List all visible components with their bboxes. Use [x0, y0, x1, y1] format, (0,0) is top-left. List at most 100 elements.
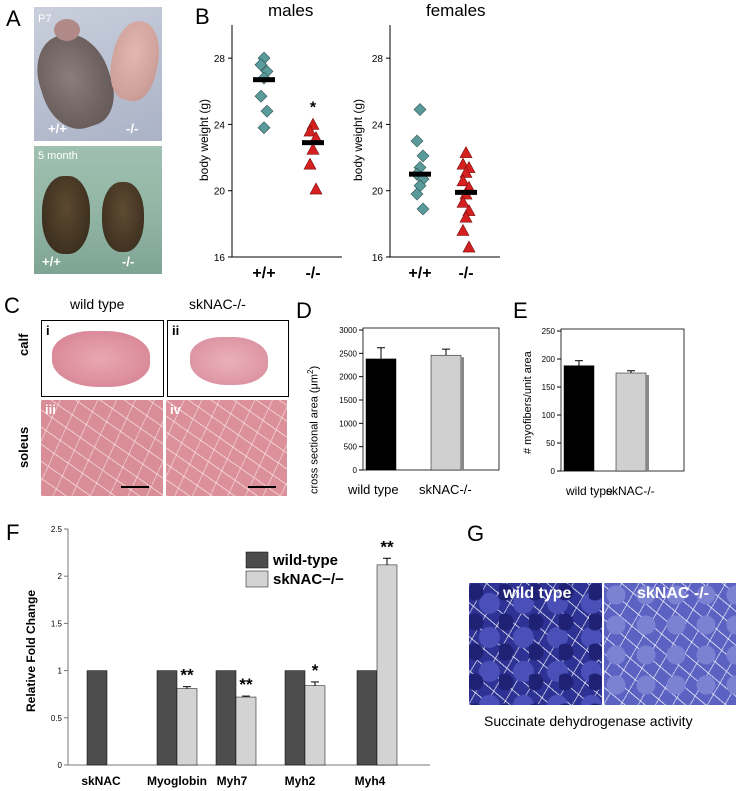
genotype-label-wt: +/+ — [48, 121, 67, 136]
panel-label-g: G — [467, 521, 485, 546]
panel-f-legend-swatch-1 — [245, 570, 269, 588]
panel-d-y-tick-label: 2000 — [339, 373, 357, 382]
panel-e-y-tick-label: 0 — [551, 467, 556, 476]
mean-bar — [302, 140, 324, 146]
sdh-label-knockout: skNAC -/- — [637, 585, 710, 602]
data-point-diamond — [260, 104, 274, 118]
panel-f-bar-0 — [215, 670, 237, 766]
data-point-diamond — [416, 202, 430, 216]
panel-f-significance: ** — [239, 675, 253, 694]
panel-d-y-tick-label: 2500 — [339, 349, 357, 358]
panel-d-y-tick-label: 1500 — [339, 396, 357, 405]
panel-f-category-label: Myh4 — [355, 774, 386, 788]
x-category-label: -/- — [305, 265, 320, 282]
data-point-diamond — [413, 103, 427, 116]
panel-f-significance: * — [312, 661, 319, 680]
panel-f-y-tick-label: 0.5 — [51, 714, 63, 723]
data-point-triangle — [456, 195, 470, 208]
panel-e-bar-0 — [563, 365, 595, 472]
data-point-diamond — [416, 149, 430, 163]
panel-f-category-label: Myh7 — [217, 774, 248, 788]
panel-f-bar-1 — [235, 696, 257, 766]
calf-tissue-ko — [190, 337, 268, 385]
sub-label-iv: iv — [170, 402, 181, 417]
panel-f-bar-0 — [156, 670, 178, 766]
data-point-triangle — [303, 157, 317, 170]
panel-e-xlabel-ko: skNAC-/- — [606, 484, 655, 498]
x-category-label: -/- — [458, 265, 473, 282]
significance-marker: * — [310, 99, 317, 116]
sub-label-iii: iii — [45, 402, 56, 417]
wildtype-adult-mouse — [42, 176, 90, 254]
sdh-stain-wildtype — [469, 583, 602, 705]
sdh-stain-knockout — [604, 583, 736, 705]
panel-label-d: D — [296, 298, 312, 323]
calf-tissue-wt — [52, 331, 150, 387]
soleus-section-wildtype: iii — [41, 400, 163, 496]
calf-section-wildtype: i — [41, 320, 164, 397]
panel-e-y-tick-label: 150 — [542, 383, 556, 392]
y-tick-label: 16 — [372, 253, 384, 264]
data-point-diamond — [410, 134, 424, 148]
column-label-knockout: skNAC-/- — [189, 296, 246, 312]
y-tick-label: 28 — [372, 54, 384, 65]
age-label-5month: 5 month — [38, 150, 78, 162]
panel-f-significance: ** — [180, 666, 194, 685]
scale-bar-wt — [121, 486, 149, 488]
panel-d-bar-1 — [430, 354, 462, 471]
column-label-wildtype: wild type — [70, 296, 125, 312]
panel-f-legend-swatch-0 — [245, 551, 269, 569]
genotype-label-ko: -/- — [126, 121, 139, 136]
panel-f-bar-1 — [176, 688, 198, 766]
panel-e-bar-1 — [615, 372, 647, 472]
panel-e-y-tick-label: 100 — [542, 411, 556, 420]
data-point-diamond — [410, 187, 424, 201]
y-tick-label: 24 — [214, 120, 226, 131]
panel-label-e: E — [513, 298, 528, 323]
data-point-triangle — [462, 240, 476, 253]
x-category-label: +/+ — [408, 265, 431, 282]
panel-f-significance: ** — [380, 537, 394, 556]
panel-f-y-tick-label: 1.5 — [51, 619, 63, 628]
stain-divider — [602, 583, 604, 705]
chart-title-females: females — [426, 1, 486, 20]
panel-f-y-tick-label: 1 — [58, 667, 63, 676]
x-category-label: +/+ — [252, 265, 275, 282]
mean-bar — [455, 189, 477, 195]
data-point-diamond — [254, 58, 268, 72]
sub-label-i: i — [46, 323, 50, 338]
sdh-label-wildtype: wild type — [503, 585, 572, 602]
panel-label-c: C — [4, 293, 20, 318]
panel-f-bar-1 — [304, 685, 326, 766]
y-tick-label: 20 — [214, 187, 226, 198]
data-point-triangle — [309, 182, 323, 195]
panel-label-a: A — [6, 6, 21, 31]
data-point-triangle — [456, 223, 470, 236]
panel-d-y-tick-label: 1000 — [339, 419, 357, 428]
panel-d-xlabel-wt: wild type — [348, 482, 399, 497]
age-label-p7: P7 — [38, 13, 52, 25]
panel-f-y-tick-label: 0 — [58, 761, 63, 770]
sdh-stain-image: wild type skNAC -/- — [469, 583, 736, 705]
panel-f-legend-label-0: wild-type — [272, 552, 338, 569]
panel-e-y-tick-label: 200 — [542, 355, 556, 364]
panel-e-y-tick-label: 50 — [546, 439, 555, 448]
panel-d-y-tick-label: 0 — [353, 466, 358, 475]
data-point-diamond — [254, 89, 268, 103]
panel-f-bar-0 — [284, 670, 306, 766]
panel-d-y-tick-label: 3000 — [339, 326, 357, 335]
panel-d-bar-shadow — [461, 357, 464, 470]
panel-f-bar-1 — [376, 564, 398, 766]
panel-f-category-label: Myh2 — [285, 774, 316, 788]
panel-e-xlabel-wt: wild type — [566, 484, 613, 498]
panel-label-b: B — [195, 4, 210, 29]
photo-5month-mice: 5 month +/+ -/- — [34, 146, 162, 274]
y-tick-label: 24 — [372, 120, 384, 131]
y-tick-label: 16 — [214, 253, 226, 264]
panel-d-y-tick-label: 500 — [344, 443, 358, 452]
mean-bar — [409, 171, 431, 177]
knockout-adult-mouse — [102, 182, 144, 252]
data-point-triangle — [303, 124, 317, 137]
